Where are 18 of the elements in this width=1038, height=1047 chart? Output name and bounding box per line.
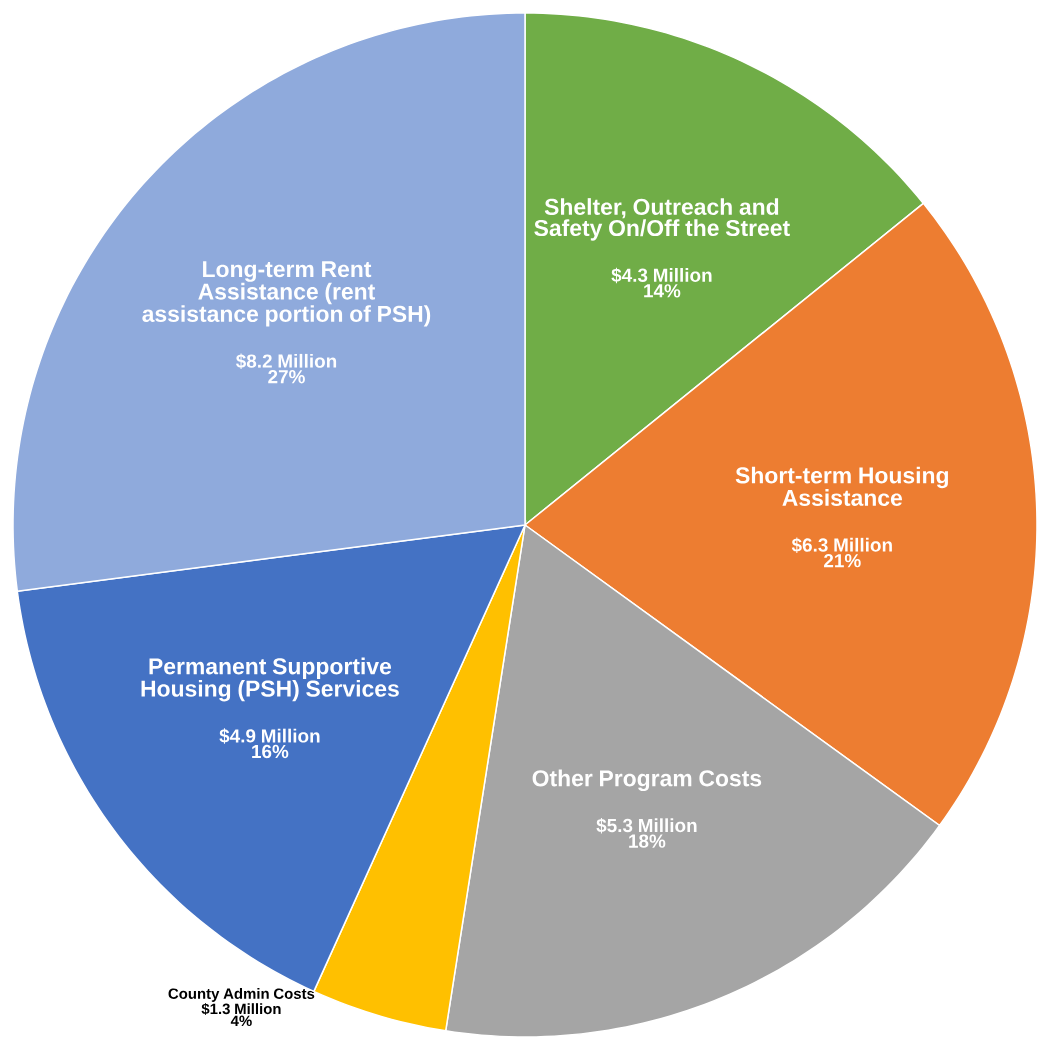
text: 27% [268, 370, 306, 384]
text: 21% [824, 553, 861, 568]
text: 18% [629, 834, 666, 848]
slice-label: Shelter, Outreach and Safety On/Off the Street [534, 198, 791, 241]
data-label: $4.3 Million [611, 267, 712, 284]
slice-label: Other Program Costs [532, 769, 762, 792]
data-label: $8.2 Million [236, 353, 337, 370]
data-label: $6.3 Million [791, 537, 893, 553]
data-label: $5.3 Million [596, 817, 697, 834]
text: 16% [252, 744, 289, 759]
text: 14% [644, 284, 681, 298]
data-label: $4.9 Million [219, 728, 320, 744]
data-label: $1.3 Million [201, 1002, 281, 1016]
text: 4% [230, 1015, 252, 1027]
slice-label: Long-term Rent Assistance (rent assistance portion of PSH) [142, 261, 431, 327]
slice-label: County Admin Costs [168, 987, 315, 1002]
slice-label: Permanent Supportive Housing (PSH) Services [141, 657, 399, 702]
slice-label: Short-term Housing Assistance [735, 466, 949, 506]
